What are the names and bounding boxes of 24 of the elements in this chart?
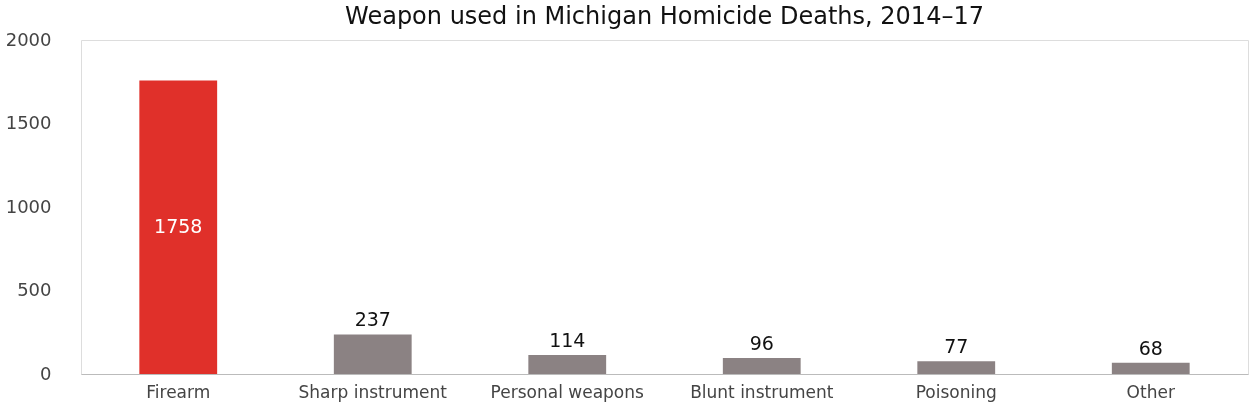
bar [139,80,218,374]
x-tick-label: Poisoning [915,381,997,402]
y-tick-label: 2000 [5,28,52,50]
data-label: 96 [749,331,774,354]
x-tick-label: Personal weapons [490,381,645,402]
y-tick-label: 500 [17,279,52,300]
x-tick-label: Other [1126,381,1175,402]
data-label: 77 [944,335,969,358]
y-tick-label: 0 [40,362,52,384]
data-label: 114 [549,328,586,351]
x-tick-label: Blunt instrument [690,381,834,402]
bar [528,354,607,374]
data-label: 237 [354,308,391,331]
data-label: 1758 [154,215,203,238]
bar [917,361,996,374]
bar [1111,362,1190,374]
bar [722,357,801,374]
x-tick-label: Sharp instrument [298,381,448,402]
y-tick-label: 1000 [5,195,52,217]
x-tick-label: Firearm [146,381,211,402]
data-label: 68 [1138,336,1163,359]
y-tick-label: 1500 [5,112,52,133]
bar [333,334,412,374]
chart-title: Weapon used in Michigan Homicide Deaths, 2014–17 [345,2,984,30]
